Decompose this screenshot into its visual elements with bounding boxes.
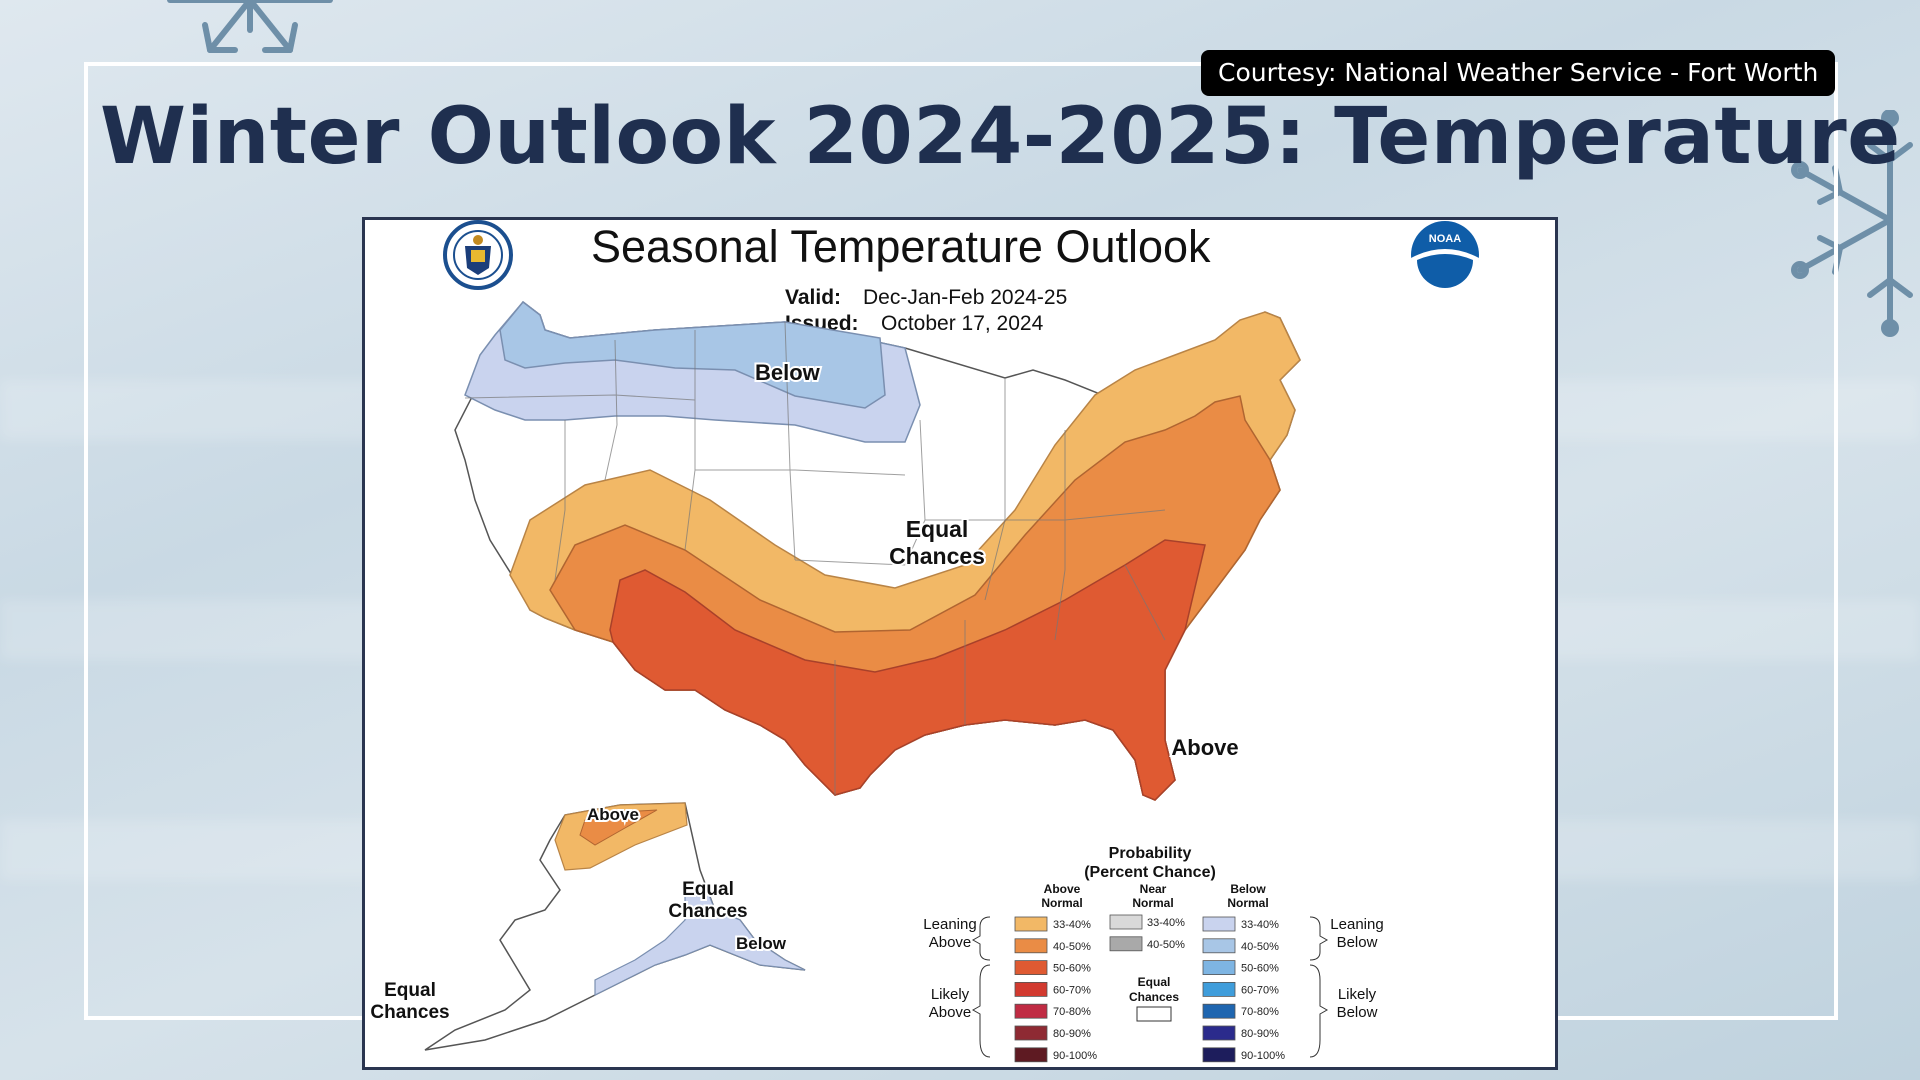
legend-brace <box>1309 964 1329 1058</box>
region-label-sw-equal: Equal <box>384 980 436 1001</box>
legend-brace <box>971 916 991 961</box>
legend-swatch-label: 60-70% <box>1053 984 1091 996</box>
legend-likely-above: Likely <box>931 986 970 1003</box>
region-label-ak-chances: Chances <box>668 901 747 922</box>
legend-swatch <box>1014 1025 1048 1041</box>
legend-swatch-label: 33-40% <box>1241 919 1279 931</box>
legend-swatch-label: 50-60% <box>1241 963 1279 975</box>
map-title: Seasonal Temperature Outlook <box>591 221 1211 272</box>
region-label-chances: Chances <box>889 543 985 569</box>
snowflake-icon <box>167 0 333 53</box>
region-label-below: Below <box>755 360 821 385</box>
alaska-below-region <box>594 884 806 996</box>
legend-leaning-below: Leaning <box>1330 916 1383 933</box>
legend-swatch <box>1014 1003 1048 1019</box>
valid-label: Valid: <box>785 286 841 309</box>
legend-swatch-label: 50-60% <box>1053 963 1091 975</box>
legend-above-header-2: Normal <box>1041 896 1082 910</box>
legend-below-header: Below <box>1230 882 1266 896</box>
legend-below-rows: 33-40% 40-50% 50-60% 60-70% 70-80% 80-90% 90-1… <box>1202 916 1285 1063</box>
legend-near-header: Near <box>1140 882 1167 896</box>
legend-likely-above-2: Above <box>929 1004 972 1021</box>
probability-legend: Probability (Percent Chance) Above Norma… <box>923 845 1384 1063</box>
slide-title: Winter Outlook 2024-2025: Temperature <box>100 92 1901 182</box>
issued-value: October 17, 2024 <box>881 312 1044 335</box>
legend-near-rows: 33-40% 40-50% <box>1109 914 1185 952</box>
region-label-ak-equal: Equal <box>682 879 734 900</box>
legend-likely-below-2: Below <box>1337 1004 1378 1021</box>
legend-swatch-label: 90-100% <box>1241 1050 1285 1062</box>
alaska-above-40-50-region <box>579 809 658 846</box>
legend-swatch-label: 80-90% <box>1241 1028 1279 1040</box>
legend-swatch <box>1109 914 1143 930</box>
commerce-seal-logo <box>443 220 513 290</box>
legend-swatch-label: 70-80% <box>1053 1006 1091 1018</box>
legend-equal-chances-2: Chances <box>1129 990 1179 1004</box>
legend-swatch <box>1014 916 1048 932</box>
outlook-map: Seasonal Temperature Outlook Valid: Dec-… <box>370 220 1479 1063</box>
legend-near-header-2: Normal <box>1132 896 1173 910</box>
region-label-sw-chances: Chances <box>370 1002 449 1023</box>
legend-below-header-2: Normal <box>1227 896 1268 910</box>
legend-swatch-label: 40-50% <box>1053 941 1091 953</box>
valid-value: Dec-Jan-Feb 2024-25 <box>863 286 1067 309</box>
legend-likely-below: Likely <box>1338 986 1377 1003</box>
outlook-map-panel: Seasonal Temperature Outlook Valid: Dec-… <box>362 217 1558 1070</box>
legend-swatch-label: 33-40% <box>1053 919 1091 931</box>
legend-swatch <box>1202 1025 1236 1041</box>
legend-swatch-label: 40-50% <box>1241 941 1279 953</box>
legend-swatch-label: 33-40% <box>1147 917 1185 929</box>
above-50-60-region <box>609 539 1206 801</box>
legend-equal-swatch <box>1136 1006 1172 1022</box>
legend-swatch <box>1014 982 1048 997</box>
region-label-above: Above <box>1171 735 1238 760</box>
legend-swatch <box>1202 1047 1236 1063</box>
region-label-ak-below: Below <box>736 934 787 953</box>
legend-swatch-label: 60-70% <box>1241 984 1279 996</box>
legend-swatch <box>1202 938 1236 954</box>
noaa-logo-text: NOAA <box>1429 233 1461 245</box>
legend-swatch <box>1202 960 1236 975</box>
below-40-50-region <box>499 300 886 409</box>
legend-swatch <box>1014 938 1048 954</box>
legend-swatch-label: 80-90% <box>1053 1028 1091 1040</box>
legend-subtitle: (Percent Chance) <box>1084 864 1216 881</box>
legend-swatch <box>1202 1003 1236 1019</box>
courtesy-badge: Courtesy: National Weather Service - For… <box>1201 50 1836 96</box>
legend-brace <box>1309 916 1329 961</box>
region-label-ak-above: Above <box>587 805 639 824</box>
state-boundaries <box>464 321 1166 795</box>
legend-swatch-label: 40-50% <box>1147 939 1185 951</box>
legend-above-header: Above <box>1044 882 1081 896</box>
legend-swatch <box>1014 960 1048 975</box>
noaa-logo: NOAA <box>1411 221 1479 292</box>
legend-swatch <box>1202 982 1236 997</box>
legend-swatch-label: 90-100% <box>1053 1050 1097 1062</box>
region-label-equal: Equal <box>906 516 969 542</box>
legend-leaning-below-2: Below <box>1337 934 1378 951</box>
legend-swatch <box>1202 916 1236 932</box>
legend-leaning-above-2: Above <box>929 934 972 951</box>
legend-swatch-label: 70-80% <box>1241 1006 1279 1018</box>
legend-equal-chances: Equal <box>1138 975 1171 989</box>
legend-above-rows: 33-40% 40-50% 50-60% 60-70% 70-80% 80-90% 90-1… <box>1014 916 1097 1063</box>
legend-title: Probability <box>1109 845 1192 862</box>
legend-brace <box>971 964 991 1058</box>
legend-leaning-above: Leaning <box>923 916 976 933</box>
legend-swatch <box>1014 1047 1048 1063</box>
legend-swatch <box>1109 936 1143 952</box>
